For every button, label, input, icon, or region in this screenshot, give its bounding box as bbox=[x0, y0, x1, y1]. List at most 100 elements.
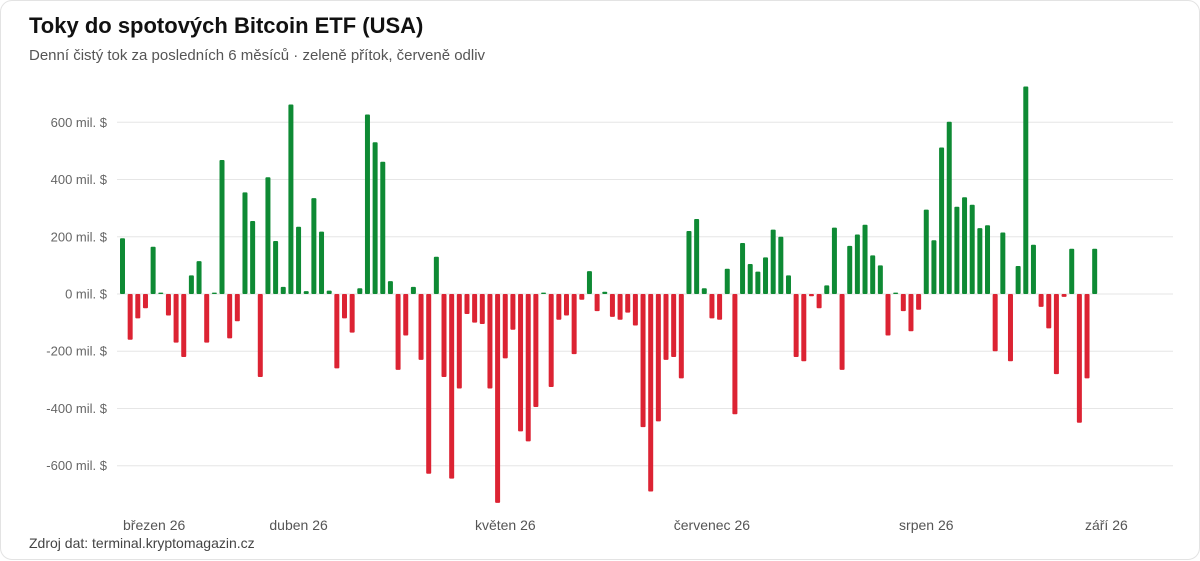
outflow-bar bbox=[556, 294, 562, 320]
inflow-bar bbox=[357, 288, 363, 294]
inflow-bar bbox=[433, 256, 439, 294]
outflow-bar bbox=[1038, 294, 1044, 307]
x-tick-label: srpen 26 bbox=[899, 517, 954, 533]
outflow-bar bbox=[1046, 294, 1052, 329]
outflow-bar bbox=[181, 294, 187, 357]
outflow-bar bbox=[594, 294, 600, 312]
outflow-bar bbox=[663, 294, 669, 360]
inflow-bar bbox=[862, 224, 868, 294]
outflow-bar bbox=[342, 294, 347, 319]
y-tick-label: -200 mil. $ bbox=[46, 344, 107, 359]
outflow-bar bbox=[418, 294, 424, 360]
y-axis-tick-labels: 600 mil. $ 400 mil. $ 200 mil. $ 0 mil. $ -2… bbox=[46, 115, 107, 473]
data-source: Zdroj dat: terminal.kryptomagazin.cz bbox=[29, 535, 255, 551]
outflow-bar bbox=[127, 294, 133, 340]
outflow-bar bbox=[717, 294, 723, 320]
inflow-bar bbox=[1092, 248, 1098, 294]
outflow-bar bbox=[732, 294, 738, 415]
x-tick-label: duben 26 bbox=[269, 517, 328, 533]
outflow-bar bbox=[349, 294, 355, 333]
inflow-bar bbox=[785, 275, 791, 294]
inflow-bar bbox=[724, 268, 730, 294]
inflow-bar bbox=[870, 255, 876, 294]
outflow-bar bbox=[648, 294, 654, 492]
inflow-bar bbox=[763, 257, 769, 294]
outflow-bar bbox=[395, 294, 401, 370]
inflow-bar bbox=[188, 275, 194, 294]
inflow-bar bbox=[778, 236, 784, 294]
inflow-bar bbox=[410, 286, 416, 295]
outflow-bar bbox=[617, 294, 623, 320]
outflow-bar bbox=[495, 294, 501, 503]
outflow-bar bbox=[1084, 294, 1090, 379]
outflow-bar bbox=[808, 294, 814, 297]
y-tick-label: 400 mil. $ bbox=[51, 172, 108, 187]
outflow-bar bbox=[900, 294, 906, 312]
outflow-bar bbox=[571, 294, 577, 355]
inflow-bar bbox=[770, 229, 776, 294]
inflow-bar bbox=[387, 281, 393, 294]
x-tick-label: červenec 26 bbox=[674, 517, 750, 533]
inflow-bar bbox=[954, 206, 960, 294]
inflow-bar bbox=[824, 285, 830, 294]
inflow-bar bbox=[364, 114, 370, 294]
inflow-bar bbox=[372, 142, 378, 294]
outflow-bar bbox=[525, 294, 531, 442]
inflow-bar bbox=[311, 198, 317, 294]
outflow-bar bbox=[839, 294, 845, 370]
outflow-bar bbox=[426, 294, 432, 474]
inflow-bar bbox=[1023, 86, 1029, 294]
inflow-bar bbox=[877, 265, 883, 294]
outflow-bar bbox=[257, 294, 263, 377]
inflow-bar bbox=[939, 147, 945, 294]
inflow-bar bbox=[150, 246, 156, 294]
outflow-bar bbox=[992, 294, 998, 352]
outflow-bar bbox=[403, 294, 409, 336]
outflow-bar bbox=[885, 294, 891, 336]
inflow-bar bbox=[219, 160, 225, 294]
outflow-bar bbox=[609, 294, 615, 317]
y-tick-label: -400 mil. $ bbox=[46, 401, 107, 416]
inflow-bar bbox=[831, 227, 837, 294]
outflow-bar bbox=[334, 294, 340, 369]
outflow-bar bbox=[793, 294, 799, 357]
outflow-bar bbox=[801, 294, 807, 362]
inflow-bar bbox=[985, 225, 991, 294]
inflow-bar bbox=[962, 197, 968, 294]
inflow-bar bbox=[380, 161, 386, 294]
y-tick-label: 200 mil. $ bbox=[51, 229, 108, 244]
chart-subtitle: Denní čistý tok za posledních 6 měsíců ·… bbox=[29, 47, 486, 64]
inflow-bar bbox=[847, 245, 853, 294]
outflow-bar bbox=[579, 294, 585, 300]
outflow-bar bbox=[456, 294, 462, 389]
inflow-bar bbox=[265, 177, 271, 294]
inflow-bar bbox=[211, 292, 217, 294]
outflow-bar bbox=[563, 294, 569, 316]
inflow-bar bbox=[250, 221, 256, 294]
inflow-bar bbox=[586, 271, 592, 294]
outflow-bar bbox=[165, 294, 171, 316]
y-tick-label: 600 mil. $ bbox=[51, 115, 108, 130]
outflow-bar bbox=[625, 294, 631, 313]
outflow-bar bbox=[671, 294, 677, 357]
inflow-bar bbox=[977, 228, 983, 294]
inflow-bar bbox=[893, 292, 899, 294]
outflow-bar bbox=[916, 294, 922, 310]
inflow-bar bbox=[931, 240, 937, 294]
inflow-bar bbox=[1069, 248, 1075, 294]
inflow-bar bbox=[1015, 265, 1021, 294]
outflow-bar bbox=[204, 294, 210, 343]
outflow-bar bbox=[632, 294, 638, 326]
inflow-bar bbox=[541, 292, 547, 294]
inflow-bar bbox=[273, 241, 279, 294]
x-axis-tick-labels: březen 26 duben 26 květen 26 červenec 26 srp… bbox=[123, 517, 1128, 533]
outflow-bar bbox=[1076, 294, 1082, 423]
outflow-bar bbox=[135, 294, 141, 319]
outflow-bar bbox=[518, 294, 524, 432]
inflow-bar bbox=[296, 226, 302, 294]
y-tick-label: -600 mil. $ bbox=[46, 458, 107, 473]
x-tick-label: březen 26 bbox=[123, 517, 185, 533]
outflow-bar bbox=[479, 294, 485, 325]
inflow-bar bbox=[1000, 232, 1006, 294]
